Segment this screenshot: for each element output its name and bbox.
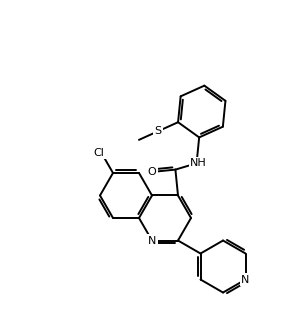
Text: N: N bbox=[148, 236, 156, 245]
Text: S: S bbox=[154, 126, 161, 136]
Text: NH: NH bbox=[190, 158, 207, 168]
Text: O: O bbox=[148, 167, 157, 177]
Text: N: N bbox=[242, 274, 250, 285]
Text: Cl: Cl bbox=[94, 148, 105, 158]
